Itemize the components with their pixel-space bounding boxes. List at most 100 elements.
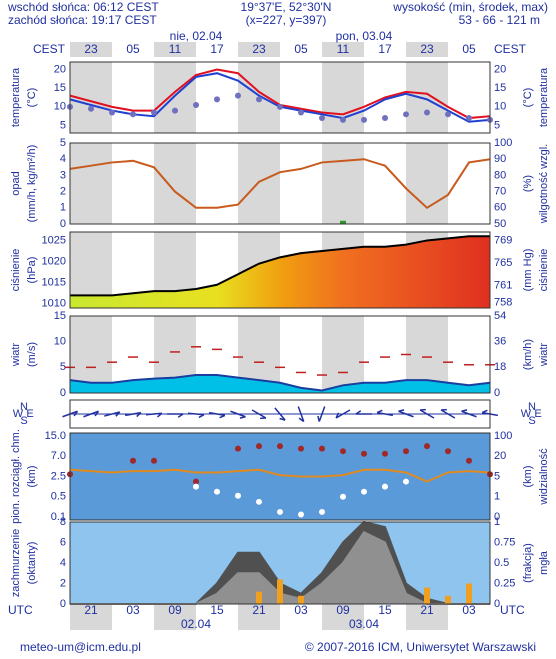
y2-tick-label: 1 bbox=[494, 491, 500, 503]
x-tick-label: 05 bbox=[462, 42, 476, 56]
night-band bbox=[112, 42, 154, 57]
y-tick-label: 1 bbox=[60, 202, 66, 214]
y-tick-label: 6 bbox=[60, 536, 66, 548]
sunrise: wschód słońca: 06:12 CEST bbox=[7, 0, 159, 14]
y-axis-label: (km) bbox=[26, 466, 38, 488]
x-tick-label: 15 bbox=[378, 603, 392, 617]
night-band bbox=[70, 604, 112, 630]
y-axis-label: wiatr bbox=[10, 343, 22, 368]
series-dot bbox=[361, 450, 367, 457]
night-band bbox=[448, 604, 490, 630]
y-tick-label: 5 bbox=[60, 137, 66, 149]
series-dot bbox=[172, 107, 178, 114]
series-dot bbox=[403, 448, 409, 455]
series-dot bbox=[277, 443, 283, 450]
y2-axis-label: (km/h) bbox=[522, 339, 534, 370]
panel-frame bbox=[69, 521, 491, 605]
y2-tick-label: 0.25 bbox=[494, 577, 515, 589]
night-band bbox=[280, 42, 322, 57]
series-dot bbox=[466, 115, 472, 122]
height-values: 53 - 66 - 121 m bbox=[459, 13, 540, 27]
y-tick-label: 10 bbox=[54, 101, 66, 113]
bar bbox=[445, 595, 451, 604]
day-label: nie, 02.04 bbox=[170, 29, 223, 43]
series-dot bbox=[382, 450, 388, 457]
night-band bbox=[322, 316, 364, 393]
series-dot bbox=[466, 457, 472, 464]
night-band bbox=[364, 604, 406, 630]
y-tick-label: 20 bbox=[54, 63, 66, 75]
bar bbox=[298, 595, 304, 604]
series-dot bbox=[256, 498, 262, 505]
y-tick-label: 1020 bbox=[42, 255, 66, 267]
x-tick-label: 11 bbox=[169, 42, 182, 56]
night-band bbox=[112, 604, 154, 630]
y-axis-label: (°C) bbox=[26, 88, 38, 108]
night-band bbox=[154, 143, 196, 224]
night-band bbox=[280, 62, 322, 133]
x-tick-label: 23 bbox=[84, 42, 98, 56]
sunset: zachód słońca: 19:17 CEST bbox=[8, 13, 157, 27]
compass-letter: E bbox=[26, 408, 33, 420]
y-tick-label: 15 bbox=[54, 310, 66, 322]
wind-arrow bbox=[208, 411, 226, 419]
series-dot bbox=[109, 109, 115, 116]
compass-letter: E bbox=[534, 408, 541, 420]
series-line bbox=[69, 468, 491, 483]
panel-frame bbox=[69, 315, 491, 394]
series-dot bbox=[130, 457, 136, 464]
series-dot bbox=[235, 492, 241, 499]
wind-arrow bbox=[440, 408, 456, 419]
wind-arrow bbox=[355, 410, 372, 415]
bar bbox=[466, 583, 472, 604]
series-dot bbox=[130, 111, 136, 118]
series-line bbox=[70, 235, 490, 297]
series-dot bbox=[361, 116, 367, 123]
y2-tick-label: 5 bbox=[494, 119, 500, 131]
night-band bbox=[406, 604, 448, 630]
y2-tick-label: 20 bbox=[494, 450, 506, 462]
panel-frame bbox=[69, 399, 491, 429]
x-tick-label: 23 bbox=[252, 42, 266, 56]
y2-tick-label: 10 bbox=[494, 101, 506, 113]
y2-axis-label: widzialność bbox=[538, 448, 550, 506]
bar bbox=[256, 591, 262, 604]
axis-label: CEST bbox=[33, 42, 66, 56]
compass-letter: S bbox=[20, 415, 27, 427]
series-dot bbox=[319, 445, 325, 452]
series-dot bbox=[193, 483, 199, 490]
x-tick-label: 03 bbox=[126, 603, 140, 617]
y-tick-label: 1010 bbox=[42, 298, 66, 310]
series-dot bbox=[340, 448, 346, 455]
y2-axis-label: (frakcja) bbox=[522, 543, 534, 583]
y-tick-label: 2.5 bbox=[51, 470, 66, 482]
bar bbox=[340, 220, 346, 224]
series-dot bbox=[151, 109, 157, 116]
y2-axis-label: (°C) bbox=[522, 88, 534, 108]
compass-letter: W bbox=[521, 408, 532, 420]
day-label: 02.04 bbox=[181, 617, 211, 631]
y-tick-label: 4 bbox=[60, 557, 66, 569]
y2-tick-label: 769 bbox=[494, 234, 512, 246]
y2-tick-label: 70 bbox=[494, 186, 506, 198]
y-tick-label: 10 bbox=[54, 336, 66, 348]
y2-tick-label: 50 bbox=[494, 218, 506, 230]
night-band bbox=[364, 143, 406, 224]
y2-tick-label: 0.5 bbox=[494, 557, 509, 569]
night-band bbox=[196, 42, 238, 57]
y2-tick-label: 758 bbox=[494, 296, 512, 308]
series-dot bbox=[235, 445, 241, 452]
y-tick-label: 0.5 bbox=[51, 491, 66, 503]
night-band bbox=[70, 143, 112, 224]
x-tick-label: 03 bbox=[294, 603, 308, 617]
y-axis-label: pion. rozciągł. chm. bbox=[10, 429, 22, 524]
night-band bbox=[238, 604, 280, 630]
series-line bbox=[69, 158, 491, 210]
y-tick-label: 3 bbox=[60, 169, 66, 181]
coords: 19°37'E, 52°30'N bbox=[241, 0, 332, 14]
x-tick-label: 21 bbox=[84, 603, 98, 617]
y2-axis-label: (km) bbox=[522, 466, 534, 488]
y-axis-label: (oktanty) bbox=[26, 542, 38, 585]
series-dot bbox=[403, 111, 409, 118]
x-tick-label: 17 bbox=[378, 42, 392, 56]
